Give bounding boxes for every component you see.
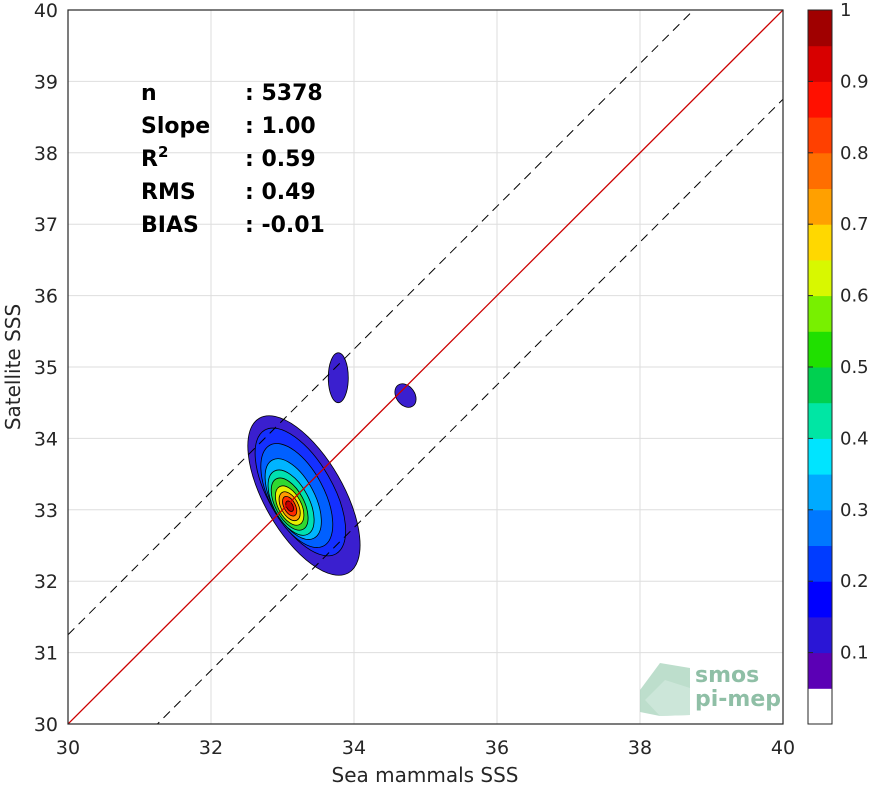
colorbar-segment-14 [808,188,832,225]
y-axis-label: Satellite SSS [1,304,25,430]
density-contours [247,352,417,576]
reference-lines [68,10,783,724]
colorbar-tick-label-8: 0.9 [840,71,869,92]
colorbar-tick-label-2: 0.3 [840,500,869,521]
contour-level-9 [285,500,294,512]
x-tick-label-0: 30 [56,737,80,759]
colorbar-segment-12 [808,259,832,297]
stat-value-0: : 5378 [245,81,323,106]
stat-value-1: : 1.00 [245,114,316,139]
y-tick-labels: 30 31 32 33 34 35 36 37 38 39 40 [34,0,58,736]
colorbar-segment-2 [808,616,832,654]
colorbar-segment-3 [808,581,832,618]
stat-label-3: RMS [141,180,196,205]
y-tick-label-8: 38 [34,143,58,165]
y-tick-label-10: 40 [34,0,58,22]
stat-label-2: R2 [141,143,168,172]
colorbar-tick-label-3: 0.4 [840,428,869,449]
logo-text-line1: smos [695,663,759,688]
colorbar-segment-4 [808,545,832,582]
y-tick-label-3: 33 [34,500,58,522]
logo-text-line2: pi-mep [695,687,781,712]
stats-box: n : 5378 Slope : 1.00 R2 : 0.59 RMS : 0.49 BIAS:… [141,81,325,238]
y-tick-label-9: 39 [34,71,58,93]
reference-line-2 [156,98,783,724]
x-tick-label-1: 32 [199,737,223,759]
colorbar-segment-10 [808,331,832,368]
colorbar-segment-7 [808,438,832,475]
y-tick-label-7: 37 [34,214,58,236]
x-tick-labels: 30 32 34 36 38 40 [56,737,795,759]
colorbar-segment-16 [808,117,832,154]
colorbar-segment-9 [808,367,832,404]
stat-label-1: Slope [141,114,210,139]
stat-label-0: n [141,81,157,106]
colorbar-segment-18 [808,45,832,82]
reference-line-0 [68,10,783,724]
colorbar-segment-11 [808,295,832,332]
colorbar-segment-0 [808,688,832,725]
reference-line-1 [68,10,695,636]
plot-frame [67,9,784,725]
colorbar-tick-label-4: 0.5 [840,357,869,378]
colorbar-tick-label-7: 0.8 [840,143,869,164]
colorbar-tick-label-5: 0.6 [840,286,869,307]
y-tick-label-5: 35 [34,357,58,379]
smos-pimep-logo: smos pi-mep [640,663,781,716]
stat-value-2: : 0.59 [245,147,316,172]
y-tick-label-4: 34 [34,428,58,450]
colorbar-tick-label-6: 0.7 [840,214,869,235]
x-tick-label-2: 34 [342,737,366,759]
colorbar-tick-label-1: 0.2 [840,571,869,592]
y-tick-label-0: 30 [34,714,58,736]
x-tick-label-4: 38 [628,737,652,759]
stat-label-4: BIAS [141,213,199,238]
stat-value-4: : -0.01 [245,213,325,238]
x-axis-label: Sea mammals SSS [332,763,519,787]
colorbar-segment-17 [808,81,832,118]
y-tick-label-1: 31 [34,643,58,665]
y-tick-label-6: 36 [34,286,58,308]
colorbar-segment-15 [808,152,832,189]
colorbar: 0.1 0.2 0.3 0.4 0.5 0.6 0.7 0.8 0.9 1 [807,0,869,725]
colorbar-tick-label-0: 0.1 [840,643,869,664]
colorbar-segment-6 [808,474,832,511]
colorbar-segment-1 [808,652,832,689]
logo-graphic-wave [645,680,690,716]
x-tick-label-3: 36 [485,737,509,759]
contour-secondary-blob [394,383,417,408]
colorbar-segment-8 [808,402,832,439]
contour-upper-lobe [327,352,349,404]
colorbar-segment-5 [808,509,832,546]
colorbar-tick-label-9: 1 [840,0,851,21]
y-tick-label-2: 32 [34,571,58,593]
stat-value-3: : 0.49 [245,180,316,205]
colorbar-segment-19 [808,10,832,47]
x-tick-label-5: 40 [771,737,795,759]
colorbar-segment-13 [808,224,832,261]
